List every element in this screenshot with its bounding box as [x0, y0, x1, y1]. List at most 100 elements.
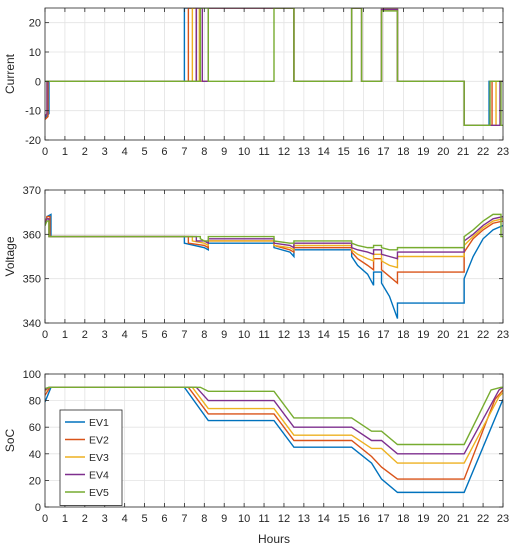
voltage-x-tick-label: 8 — [201, 329, 207, 341]
voltage-series-ev1 — [45, 213, 503, 319]
voltage-y-axis-label: Voltage — [3, 236, 17, 276]
voltage-x-tick-label: 16 — [357, 329, 369, 341]
soc-y-tick-label: 80 — [29, 396, 41, 408]
soc-y-tick-label: 100 — [23, 369, 41, 381]
legend-label-ev1: EV1 — [89, 417, 109, 429]
soc-x-axis-label: Hours — [258, 532, 290, 546]
voltage-x-tick-label: 19 — [417, 329, 429, 341]
soc-y-tick-label: 40 — [29, 449, 41, 461]
soc-x-tick-label: 16 — [357, 513, 369, 525]
soc-x-tick-label: 23 — [497, 513, 509, 525]
legend: EV1 EV2 EV3 EV4 EV5 — [59, 409, 123, 506]
soc-x-tick-label: 15 — [338, 513, 350, 525]
current-x-tick-label: 14 — [318, 146, 330, 158]
current-x-tick-label: 18 — [397, 146, 409, 158]
voltage-x-tick-label: 21 — [457, 329, 469, 341]
current-series-ev5 — [45, 8, 503, 127]
voltage-x-tick-label: 2 — [82, 329, 88, 341]
current-x-tick-label: 4 — [122, 146, 128, 158]
soc-y-tick-label: 20 — [29, 475, 41, 487]
voltage-x-tick-label: 13 — [298, 329, 310, 341]
voltage-x-tick-label: 5 — [142, 329, 148, 341]
soc-x-tick-label: 13 — [298, 513, 310, 525]
current-x-tick-label: 9 — [221, 146, 227, 158]
voltage-x-tick-label: 12 — [278, 329, 290, 341]
soc-x-tick-label: 18 — [397, 513, 409, 525]
soc-x-tick-label: 2 — [82, 513, 88, 525]
soc-x-tick-label: 5 — [142, 513, 148, 525]
current-y-tick-label: 10 — [29, 47, 41, 59]
voltage-x-tick-label: 17 — [377, 329, 389, 341]
current-x-tick-label: 13 — [298, 146, 310, 158]
current-series-group — [45, 8, 503, 127]
current-x-tick-label: 5 — [142, 146, 148, 158]
current-x-tick-label: 6 — [161, 146, 167, 158]
voltage-series-group — [45, 213, 503, 319]
voltage-x-tick-label: 4 — [122, 329, 128, 341]
current-y-axis-label: Current — [3, 53, 17, 94]
voltage-axes-box — [44, 189, 504, 324]
legend-label-ev3: EV3 — [89, 452, 109, 464]
voltage-y-tick-label: 350 — [23, 274, 41, 286]
legend-label-ev5: EV5 — [89, 487, 109, 499]
current-chart: 0 1 2 3 4 5 6 7 8 9 10 11 12 13 14 15 16 17 18 19 20 21 22 23-2… — [3, 7, 509, 158]
current-x-tick-label: 19 — [417, 146, 429, 158]
current-y-tick-label: 0 — [35, 76, 41, 88]
voltage-x-tick-label: 22 — [477, 329, 489, 341]
soc-x-tick-label: 11 — [258, 513, 269, 525]
current-x-tick-label: 20 — [437, 146, 449, 158]
voltage-x-tick-label: 1 — [62, 329, 68, 341]
current-x-tick-label: 11 — [258, 146, 269, 158]
soc-series-group — [45, 386, 503, 494]
current-axes-box — [44, 7, 504, 141]
current-x-tick-label: 10 — [238, 146, 250, 158]
voltage-series-ev3 — [45, 218, 503, 269]
current-x-tick-label: 2 — [82, 146, 88, 158]
soc-series-ev5 — [45, 386, 503, 446]
soc-x-tick-label: 10 — [238, 513, 250, 525]
voltage-series-ev5 — [45, 213, 503, 251]
voltage-x-tick-label: 0 — [42, 329, 48, 341]
legend-label-ev2: EV2 — [89, 435, 109, 447]
soc-x-tick-label: 12 — [278, 513, 290, 525]
current-x-tick-label: 17 — [377, 146, 389, 158]
soc-x-tick-label: 0 — [42, 513, 48, 525]
voltage-x-tick-label: 10 — [238, 329, 250, 341]
current-x-tick-label: 8 — [201, 146, 207, 158]
current-x-tick-label: 12 — [278, 146, 290, 158]
current-y-tick-label: -20 — [25, 135, 41, 147]
soc-x-tick-label: 4 — [122, 513, 128, 525]
voltage-x-tick-label: 20 — [437, 329, 449, 341]
current-x-tick-label: 3 — [102, 146, 108, 158]
current-x-tick-label: 7 — [181, 146, 187, 158]
current-x-tick-label: 15 — [338, 146, 350, 158]
soc-x-tick-label: 6 — [161, 513, 167, 525]
soc-x-tick-label: 7 — [181, 513, 187, 525]
current-x-tick-label: 22 — [477, 146, 489, 158]
current-x-tick-label: 1 — [62, 146, 68, 158]
soc-y-axis-label: SoC — [3, 428, 17, 452]
voltage-x-tick-label: 11 — [258, 329, 269, 341]
soc-x-tick-label: 17 — [377, 513, 389, 525]
voltage-x-tick-label: 6 — [161, 329, 167, 341]
soc-x-tick-label: 19 — [417, 513, 429, 525]
voltage-x-tick-label: 9 — [221, 329, 227, 341]
legend-label-ev4: EV4 — [89, 470, 109, 482]
voltage-x-tick-label: 15 — [338, 329, 350, 341]
soc-x-tick-label: 14 — [318, 513, 330, 525]
soc-x-tick-label: 3 — [102, 513, 108, 525]
current-x-tick-label: 16 — [357, 146, 369, 158]
voltage-x-tick-label: 3 — [102, 329, 108, 341]
voltage-x-tick-label: 7 — [181, 329, 187, 341]
voltage-y-tick-label: 360 — [23, 229, 41, 241]
current-x-tick-label: 0 — [42, 146, 48, 158]
soc-x-tick-label: 8 — [201, 513, 207, 525]
soc-x-tick-label: 20 — [437, 513, 449, 525]
soc-x-tick-label: 1 — [62, 513, 68, 525]
voltage-x-tick-label: 14 — [318, 329, 330, 341]
voltage-chart: 0 1 2 3 4 5 6 7 8 9 10 11 12 13 14 15 16 17 18 19 20 21 22 2334… — [3, 185, 509, 341]
current-y-tick-label: 20 — [29, 18, 41, 30]
voltage-series-ev4 — [45, 215, 503, 260]
current-y-tick-label: -10 — [25, 106, 41, 118]
